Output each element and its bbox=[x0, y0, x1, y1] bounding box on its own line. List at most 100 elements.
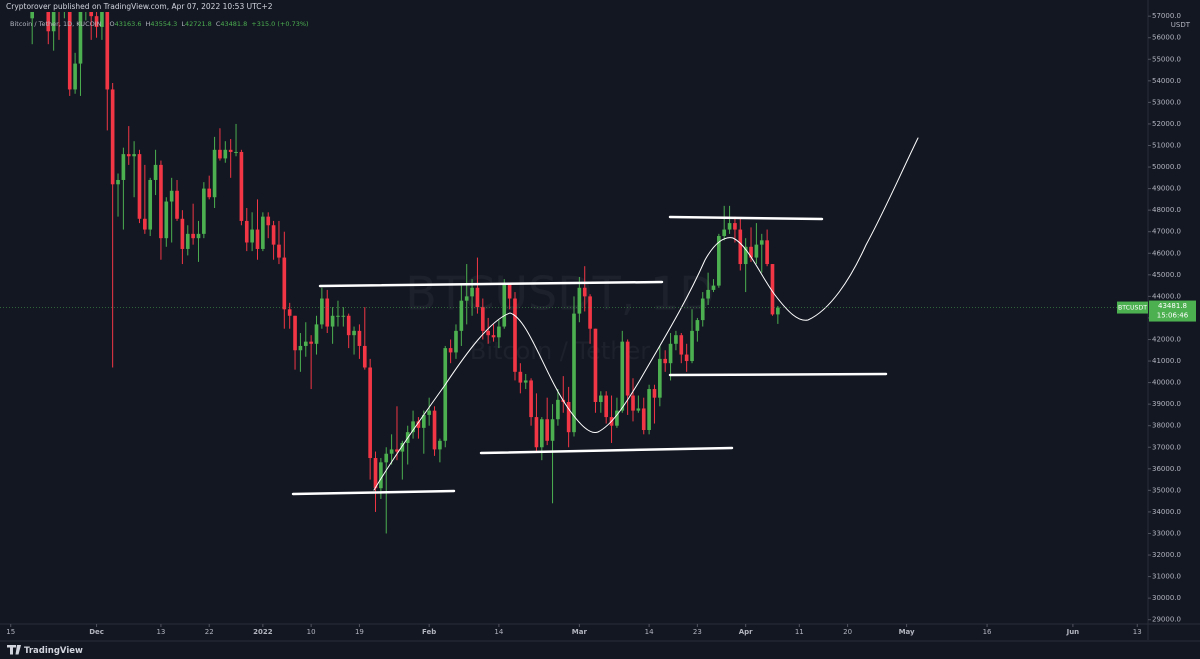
candle-body bbox=[309, 341, 313, 344]
candle-body bbox=[121, 154, 126, 180]
watermark-subtitle: Bitcoin / Tether bbox=[470, 337, 650, 365]
candle-body bbox=[421, 414, 426, 428]
candle-body bbox=[250, 229, 254, 243]
candle-body bbox=[545, 419, 550, 441]
candle-body bbox=[598, 395, 603, 402]
y-tick-label: 44000.0 bbox=[1152, 292, 1181, 300]
price-tag-bg bbox=[1149, 300, 1196, 322]
candle-body bbox=[647, 389, 651, 431]
candle-body bbox=[30, 12, 35, 19]
legend-value: 42721.8 bbox=[185, 20, 212, 28]
x-tick-label: 16 bbox=[983, 628, 992, 636]
legend-symbol: Bitcoin / Tether, 1D, KUCOIN bbox=[10, 20, 102, 28]
candle-body bbox=[164, 201, 169, 239]
candle-body bbox=[255, 229, 260, 249]
trend-line bbox=[291, 489, 456, 496]
candle-body bbox=[615, 410, 619, 426]
candles bbox=[30, 12, 780, 534]
drawings bbox=[291, 137, 919, 496]
price-tag-countdown: 15:06:46 bbox=[1157, 312, 1189, 320]
candle-body bbox=[341, 315, 346, 317]
candle-body bbox=[582, 287, 587, 297]
candle-body bbox=[159, 164, 163, 239]
candle-body bbox=[464, 296, 469, 301]
candle-body bbox=[717, 236, 721, 286]
x-tick-label: 14 bbox=[645, 628, 654, 636]
legend-change: +315.0 (+0.73%) bbox=[251, 20, 308, 28]
candle-body bbox=[776, 307, 780, 315]
price-tag-symbol: BTCUSDT bbox=[1118, 305, 1147, 312]
candle-body bbox=[770, 264, 775, 315]
x-tick-label: 10 bbox=[307, 628, 316, 636]
candle-body bbox=[427, 410, 431, 415]
candle-body bbox=[94, 16, 99, 27]
y-tick-label: 55000.0 bbox=[1152, 55, 1181, 63]
candle-body bbox=[641, 408, 646, 431]
y-tick-label: 51000.0 bbox=[1152, 141, 1181, 149]
footer-bar bbox=[0, 641, 1200, 659]
candle-body bbox=[700, 298, 705, 321]
candle-body bbox=[539, 419, 544, 448]
candle-body bbox=[191, 233, 195, 239]
x-tick-label: Feb bbox=[422, 628, 436, 636]
candle-body bbox=[711, 285, 716, 290]
y-tick-label: 52000.0 bbox=[1152, 120, 1181, 128]
candle-body bbox=[400, 442, 405, 452]
candle-body bbox=[523, 380, 528, 383]
candle-body bbox=[261, 216, 265, 249]
legend-letter: L bbox=[181, 20, 185, 28]
candle-body bbox=[46, 12, 51, 32]
candle-body bbox=[759, 240, 764, 245]
watermark-title: BTCUSDT, 1D bbox=[405, 267, 714, 321]
candle-body bbox=[556, 399, 560, 420]
price-tag: BTCUSDT 43481.8 15:06:46 bbox=[0, 300, 1196, 322]
y-tick-label: 29000.0 bbox=[1152, 616, 1181, 624]
candle-body bbox=[765, 240, 769, 265]
candle-body bbox=[695, 320, 700, 331]
candle-body bbox=[550, 419, 555, 441]
y-tick-label: 57000.0 bbox=[1152, 12, 1181, 20]
candle-body bbox=[336, 315, 340, 317]
legend-value: 43163.6 bbox=[115, 20, 142, 28]
candle-body bbox=[67, 12, 72, 90]
candle-body bbox=[438, 440, 442, 450]
x-tick-label: 15 bbox=[6, 628, 15, 636]
candle-body bbox=[169, 190, 174, 202]
candle-body bbox=[105, 12, 110, 90]
candle-body bbox=[593, 328, 598, 402]
price-tag-symbol-bg bbox=[1117, 301, 1148, 314]
candle-body bbox=[684, 354, 689, 362]
x-tick-label: 13 bbox=[156, 628, 165, 636]
y-tick-label: 40000.0 bbox=[1152, 379, 1181, 387]
trend-line bbox=[479, 446, 734, 455]
candle-body bbox=[749, 246, 753, 258]
candle-body bbox=[513, 298, 517, 372]
candle-body bbox=[51, 12, 56, 32]
candle-body bbox=[534, 417, 539, 448]
x-tick-label: Apr bbox=[739, 628, 753, 636]
trend-line bbox=[668, 372, 888, 377]
candle-body bbox=[566, 401, 571, 433]
candle-body bbox=[631, 395, 635, 411]
currency-label: USDT bbox=[1171, 21, 1191, 29]
candle-body bbox=[486, 330, 490, 336]
candle-body bbox=[379, 462, 383, 489]
candle-body bbox=[234, 151, 238, 153]
trend-line bbox=[668, 215, 824, 221]
candle-body bbox=[738, 229, 743, 265]
legend-value: 43554.3 bbox=[150, 20, 177, 28]
candle-body bbox=[668, 343, 673, 364]
candle-body bbox=[497, 326, 501, 338]
candle-body bbox=[706, 289, 710, 299]
candle-body bbox=[652, 389, 657, 398]
candle-body bbox=[352, 330, 356, 336]
candle-body bbox=[754, 244, 759, 258]
y-tick-label: 32000.0 bbox=[1152, 551, 1181, 559]
candle-body bbox=[218, 149, 222, 159]
candle-body bbox=[212, 149, 217, 198]
header: Cryptorover published on TradingView.com… bbox=[6, 2, 273, 11]
candle-body bbox=[126, 154, 131, 157]
candle-body bbox=[502, 283, 507, 327]
